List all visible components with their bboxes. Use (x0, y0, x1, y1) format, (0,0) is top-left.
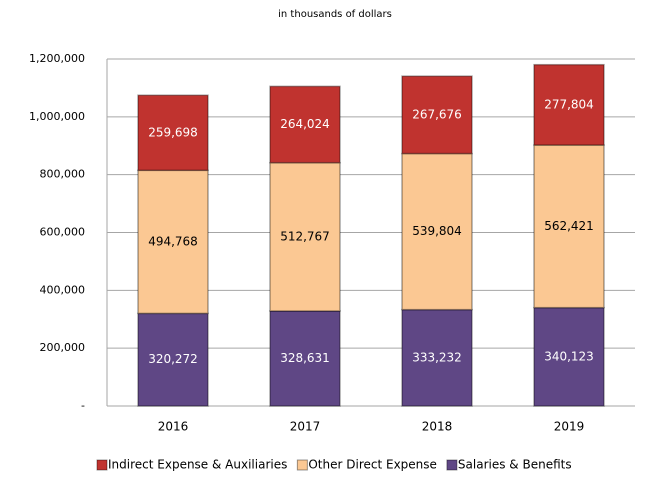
legend-label: Indirect Expense & Auxiliaries (108, 458, 287, 472)
x-tick-label: 2019 (554, 420, 585, 434)
data-label: 328,631 (280, 351, 330, 365)
data-label: 512,767 (280, 229, 330, 243)
data-label: 267,676 (412, 107, 462, 121)
bar-segment (137, 312, 209, 407)
x-tick-label: 2017 (290, 420, 321, 434)
bar-segment (401, 75, 473, 155)
bar-segment (269, 310, 341, 407)
data-label: 494,768 (148, 234, 198, 248)
y-tick-label: 800,000 (40, 168, 86, 181)
legend-swatch (96, 459, 108, 471)
data-label: 277,804 (544, 97, 594, 111)
bar-segment (269, 161, 341, 312)
data-label: 562,421 (544, 219, 594, 233)
legend-label: Salaries & Benefits (458, 458, 572, 472)
y-tick-label: 1,200,000 (29, 52, 85, 65)
data-label: 340,123 (544, 349, 594, 363)
data-label: 264,024 (280, 117, 330, 131)
chart-subtitle: in thousands of dollars (278, 9, 392, 20)
legend-swatch (446, 459, 458, 471)
legend-label: Other Direct Expense (308, 458, 437, 472)
data-label: 259,698 (148, 125, 198, 139)
y-tick-label: 600,000 (40, 226, 86, 239)
bar-segment (137, 169, 209, 315)
y-tick-label: 200,000 (40, 341, 86, 354)
bar-segment (269, 85, 341, 164)
bar-segment (533, 306, 605, 407)
y-tick-label: 1,000,000 (29, 110, 85, 123)
legend-swatch (296, 459, 308, 471)
bar-segment (533, 144, 605, 309)
y-tick-label: 400,000 (40, 283, 86, 296)
bar-segment (533, 63, 605, 146)
bar-segment (401, 152, 473, 311)
x-tick-label: 2018 (422, 420, 453, 434)
data-label: 320,272 (148, 352, 198, 366)
data-label: 333,232 (412, 350, 462, 364)
data-label: 539,804 (412, 224, 462, 238)
bar-segment (137, 94, 209, 172)
x-tick-label: 2016 (158, 420, 189, 434)
y-tick-label: - (81, 399, 85, 412)
